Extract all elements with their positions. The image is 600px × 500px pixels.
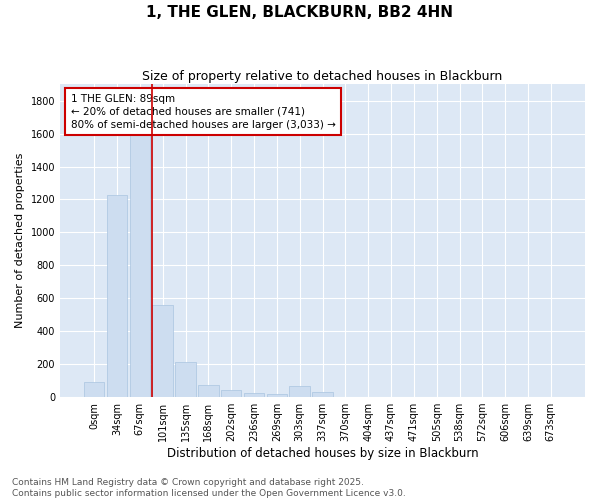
Bar (221, 390, 241, 397)
Bar (84, 382, 104, 397)
Bar (312, 392, 333, 397)
Title: Size of property relative to detached houses in Blackburn: Size of property relative to detached ho… (142, 70, 503, 83)
Text: 1, THE GLEN, BLACKBURN, BB2 4HN: 1, THE GLEN, BLACKBURN, BB2 4HN (146, 5, 454, 20)
Bar (175, 362, 196, 397)
Bar (266, 394, 287, 397)
Bar (289, 386, 310, 397)
Bar (107, 194, 127, 397)
Y-axis label: Number of detached properties: Number of detached properties (15, 153, 25, 328)
Bar (152, 305, 173, 397)
X-axis label: Distribution of detached houses by size in Blackburn: Distribution of detached houses by size … (167, 447, 478, 460)
Bar (244, 393, 264, 397)
Text: Contains HM Land Registry data © Crown copyright and database right 2025.
Contai: Contains HM Land Registry data © Crown c… (12, 478, 406, 498)
Bar (130, 135, 150, 397)
Text: 1 THE GLEN: 89sqm
← 20% of detached houses are smaller (741)
80% of semi-detache: 1 THE GLEN: 89sqm ← 20% of detached hous… (71, 94, 335, 130)
Bar (198, 384, 218, 397)
